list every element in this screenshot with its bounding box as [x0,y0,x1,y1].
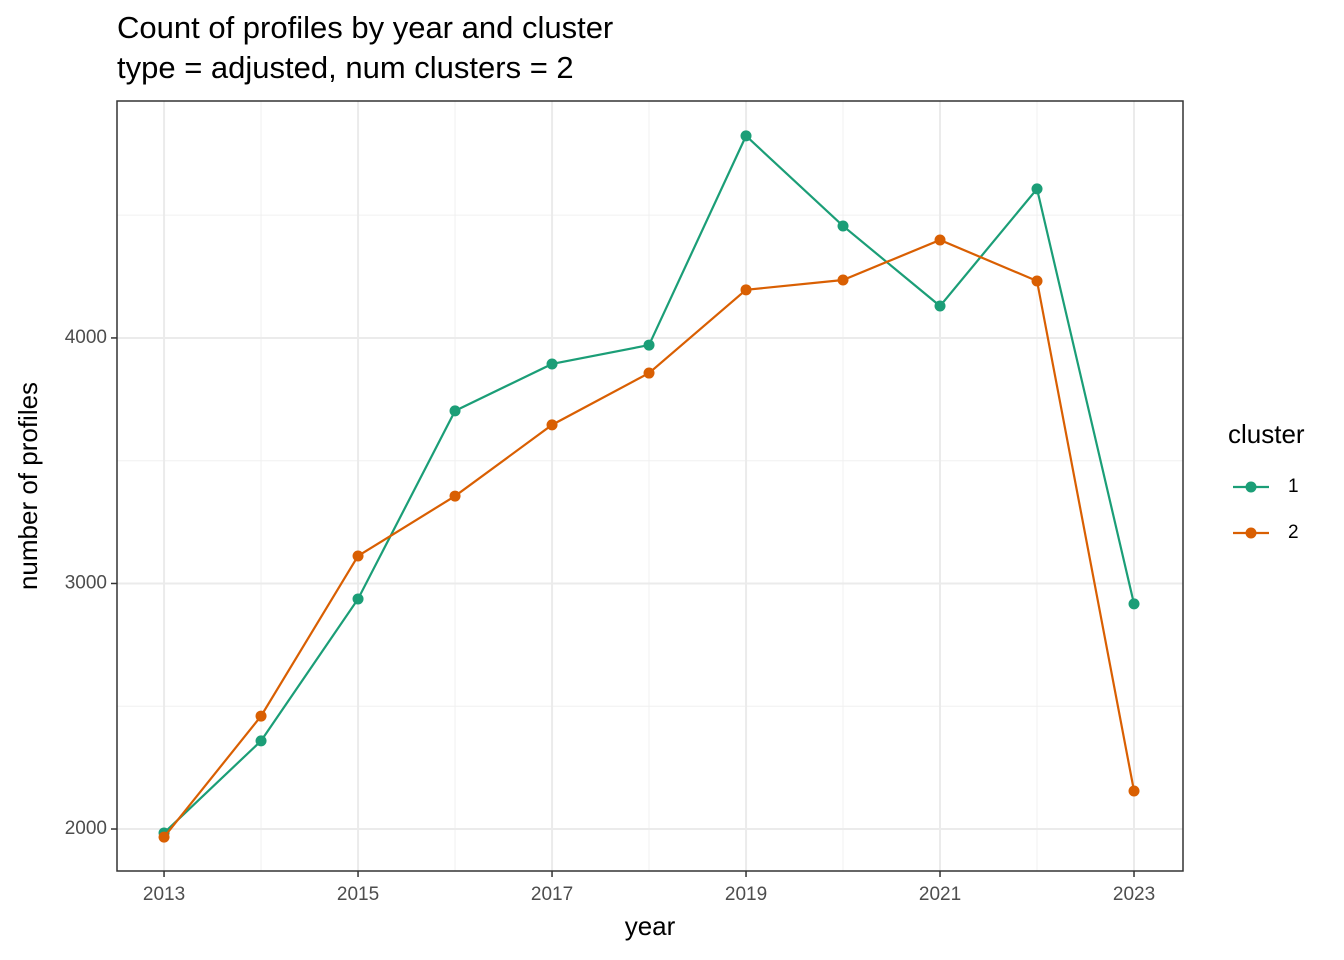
x-tick-label: 2013 [143,884,185,905]
point [740,284,752,296]
y-tick-label: 2000 [65,818,107,839]
point [934,234,946,246]
point [837,220,849,232]
x-tick-label: 2023 [1113,884,1155,905]
y-tick-label: 4000 [65,327,107,348]
point [934,300,946,312]
point [546,358,558,370]
y-tick-label: 3000 [65,572,107,593]
point [1031,275,1043,287]
point [546,419,558,431]
point [255,735,267,747]
point [1128,785,1140,797]
point [1128,598,1140,610]
x-tick-label: 2017 [531,884,573,905]
x-axis-title: year [625,911,676,941]
chart-subtitle: type = adjusted, num clusters = 2 [117,50,574,85]
legend-swatch [1245,481,1257,493]
legend-title: cluster [1228,419,1305,449]
panel-border [116,100,1184,872]
legend-label: 1 [1288,476,1299,497]
point [352,593,364,605]
x-tick-label: 2015 [337,884,379,905]
point [255,710,267,722]
legend-label: 2 [1288,522,1299,543]
x-tick-label: 2019 [725,884,767,905]
point [643,367,655,379]
point [1031,183,1043,195]
legend-swatch [1245,527,1257,539]
point [449,490,461,502]
x-tick-label: 2021 [919,884,961,905]
point [449,405,461,417]
point [158,831,170,843]
chart-title: Count of profiles by year and cluster [117,10,613,45]
y-axis-title: number of profiles [13,382,43,590]
point [740,130,752,142]
point [643,339,655,351]
point [352,550,364,562]
point [837,274,849,286]
